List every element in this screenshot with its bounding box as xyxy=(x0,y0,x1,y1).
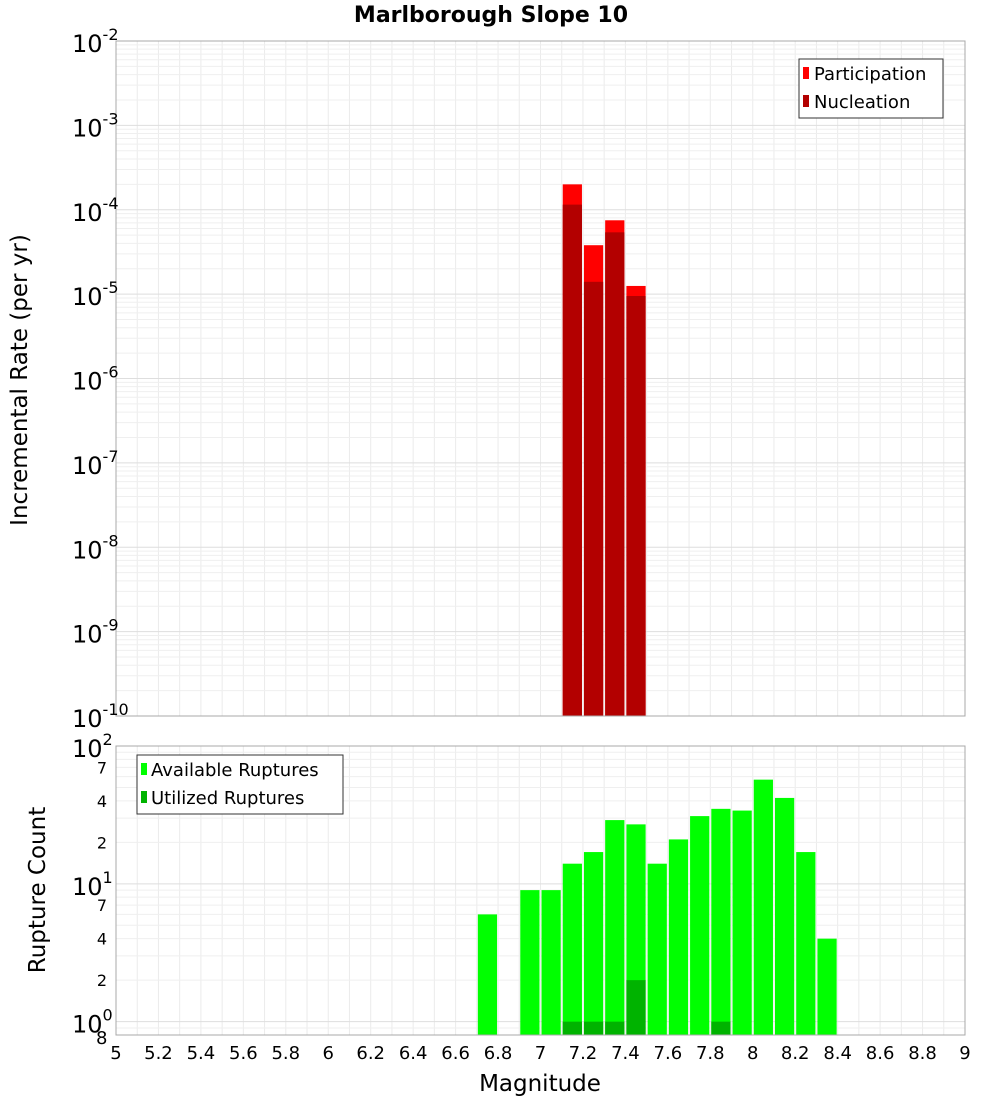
x-tick-label: 7.8 xyxy=(696,1043,725,1064)
y-tick-label: 102 xyxy=(72,730,113,763)
rate-y-axis-label: Incremental Rate (per yr) xyxy=(7,234,33,526)
x-axis-label: Magnitude xyxy=(479,1071,601,1097)
y-tick-label: 10-8 xyxy=(72,531,119,564)
x-tick-label: 8.2 xyxy=(781,1043,810,1064)
y-tick-label: 10-9 xyxy=(72,616,119,649)
available-bar xyxy=(647,863,667,1035)
y-tick-label: 10-5 xyxy=(72,278,119,311)
y-tick-label: 7 xyxy=(97,758,107,777)
x-tick-label: 6.2 xyxy=(356,1043,385,1064)
y-tick-label: 10-6 xyxy=(72,363,119,396)
x-tick-label: 5.6 xyxy=(229,1043,258,1064)
x-tick-label: 8.6 xyxy=(866,1043,895,1064)
rate-plot-border xyxy=(115,40,966,717)
y-tick-label-bottom: 8 xyxy=(96,1028,107,1049)
available-bar xyxy=(668,839,689,1035)
available-bar xyxy=(562,863,582,1035)
x-tick-label: 8 xyxy=(747,1043,758,1064)
count-plot-border xyxy=(115,745,966,1036)
nucleation-bar xyxy=(562,204,582,717)
y-tick-label: 10-10 xyxy=(72,700,129,733)
available-bar xyxy=(477,914,498,1035)
rate-legend-box xyxy=(798,58,944,119)
available-bar xyxy=(774,797,795,1035)
y-tick-label: 100 xyxy=(72,1006,113,1039)
x-tick-label: 6.6 xyxy=(441,1043,470,1064)
available-bar xyxy=(817,938,837,1035)
x-tick-label: 8.4 xyxy=(823,1043,852,1064)
x-tick-label: 8.8 xyxy=(908,1043,937,1064)
x-tick-label: 5 xyxy=(110,1043,121,1064)
x-tick-label: 5.2 xyxy=(144,1043,173,1064)
x-tick-label: 7.6 xyxy=(654,1043,683,1064)
x-tick-label: 6.8 xyxy=(484,1043,513,1064)
count-legend: Available Ruptures Utilized Ruptures xyxy=(136,754,344,815)
count-bars xyxy=(477,779,837,1035)
rate-grid xyxy=(115,41,966,717)
y-tick-label: 10-4 xyxy=(72,194,119,227)
y-tick-label: 4 xyxy=(97,930,107,949)
utilized-bar xyxy=(583,1021,604,1035)
available-bar xyxy=(711,808,731,1035)
x-tick-label: 5.8 xyxy=(271,1043,300,1064)
y-tick-label: 2 xyxy=(97,833,107,852)
nucleation-legend-label: Nucleation xyxy=(814,92,910,113)
x-tick-label: 6.4 xyxy=(399,1043,428,1064)
utilized-bar xyxy=(562,1021,582,1035)
y-tick-label: 10-7 xyxy=(72,447,119,480)
available-swatch xyxy=(141,763,147,775)
available-bar xyxy=(583,852,604,1035)
nucleation-bar xyxy=(626,296,646,716)
y-tick-label: 2 xyxy=(97,971,107,990)
rate-panel: 10-10 10-9 10-8 10-7 10-6 10-5 10-4 10-3 10-2 In… xyxy=(7,25,966,733)
x-tick-label: 9 xyxy=(959,1043,970,1064)
available-bar xyxy=(732,810,752,1035)
y-tick-label: 10-2 xyxy=(72,25,119,58)
count-legend-box xyxy=(136,754,344,815)
rate-bars xyxy=(562,184,646,717)
available-bar xyxy=(753,779,773,1035)
available-bar xyxy=(520,890,540,1035)
participation-legend-label: Participation xyxy=(814,64,926,85)
utilized-swatch xyxy=(141,791,147,803)
x-tick-label: 7.2 xyxy=(569,1043,598,1064)
x-tick-label: 7 xyxy=(535,1043,546,1064)
y-tick-label: 4 xyxy=(97,792,107,811)
utilized-bar xyxy=(626,980,646,1035)
y-tick-label: 101 xyxy=(72,868,113,901)
x-tick-label: 7.4 xyxy=(611,1043,640,1064)
y-tick-label: 10-3 xyxy=(72,109,119,142)
available-bar xyxy=(796,852,816,1035)
x-axis-ticks: 5 5.2 5.4 5.6 5.8 6 6.2 6.4 6.6 6.8 7 7.2 7.4 7.6 7.8 8… xyxy=(110,1043,970,1064)
nucleation-swatch xyxy=(803,95,809,107)
utilized-bar xyxy=(711,1021,731,1035)
y-tick-label: 7 xyxy=(97,896,107,915)
utilized-legend-label: Utilized Ruptures xyxy=(151,788,304,809)
rate-y-ticks: 10-10 10-9 10-8 10-7 10-6 10-5 10-4 10-3 10-2 xyxy=(72,25,129,733)
nucleation-bar xyxy=(605,232,625,716)
chart-title: Marlborough Slope 10 xyxy=(354,3,628,28)
x-tick-label: 6 xyxy=(323,1043,334,1064)
utilized-bar xyxy=(605,1021,625,1035)
available-bar xyxy=(541,890,561,1035)
available-bar xyxy=(605,820,625,1035)
available-bar xyxy=(690,816,710,1035)
nucleation-bar xyxy=(583,281,604,716)
available-legend-label: Available Ruptures xyxy=(151,760,319,781)
rate-legend: Participation Nucleation xyxy=(798,58,944,119)
participation-swatch xyxy=(803,67,809,79)
count-y-axis-label: Rupture Count xyxy=(25,807,51,973)
x-tick-label: 5.4 xyxy=(187,1043,216,1064)
